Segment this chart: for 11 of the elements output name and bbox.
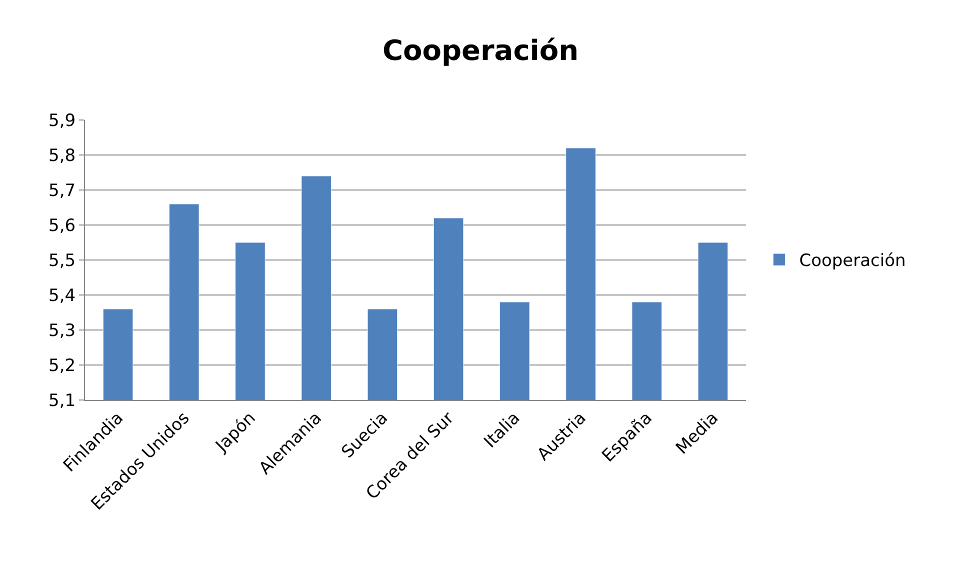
y-tick-label: 5,7 [48, 180, 76, 201]
y-tick-label: 5,6 [48, 216, 76, 236]
y-tick-label: 5,8 [48, 146, 76, 166]
y-tick-label: 5,4 [48, 286, 76, 306]
y-tick-label: 5,2 [48, 356, 76, 376]
legend-label: Cooperación [799, 251, 906, 272]
y-tick-label: 5,9 [48, 110, 76, 131]
chart-title: Cooperación [382, 34, 579, 68]
y-tick-label: 5,5 [48, 250, 76, 271]
y-tick-label: 5,3 [48, 320, 76, 341]
y-tick-label: 5,1 [48, 390, 76, 411]
